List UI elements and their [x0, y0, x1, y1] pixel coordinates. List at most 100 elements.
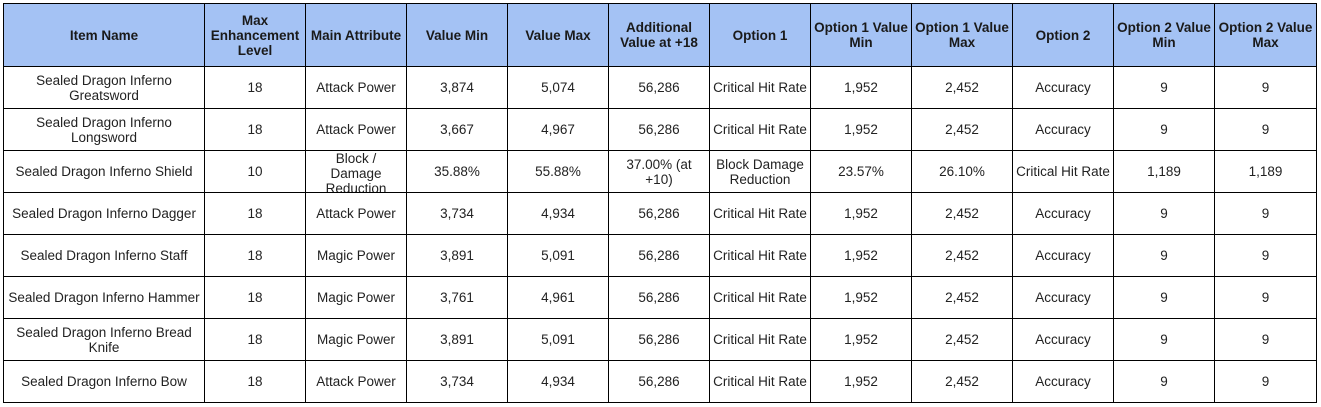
max-enhancement-cell[interactable]: 18 — [204, 66, 306, 109]
option-2-value-min-cell[interactable]: 9 — [1113, 276, 1215, 319]
option-2-value-max-cell[interactable]: 9 — [1214, 360, 1317, 403]
header-option-2-value-max[interactable]: Option 2 Value Max — [1214, 3, 1317, 67]
option-1-value-max-cell[interactable]: 2,452 — [911, 276, 1013, 319]
header-value-min[interactable]: Value Min — [406, 3, 508, 67]
max-enhancement-cell[interactable]: 10 — [204, 150, 306, 193]
item-name-cell[interactable]: Sealed Dragon Inferno Greatsword — [3, 66, 205, 109]
additional-value-cell[interactable]: 37.00% (at +10) — [608, 150, 710, 193]
option-2-value-min-cell[interactable]: 9 — [1113, 360, 1215, 403]
additional-value-cell[interactable]: 56,286 — [608, 108, 710, 151]
header-main-attribute[interactable]: Main Attribute — [305, 3, 407, 67]
value-min-cell[interactable]: 3,891 — [406, 318, 508, 361]
option-1-cell[interactable]: Critical Hit Rate — [709, 192, 811, 235]
item-name-cell[interactable]: Sealed Dragon Inferno Hammer — [3, 276, 205, 319]
max-enhancement-cell[interactable]: 18 — [204, 276, 306, 319]
value-min-cell[interactable]: 35.88% — [406, 150, 508, 193]
option-2-value-min-cell[interactable]: 9 — [1113, 192, 1215, 235]
value-max-cell[interactable]: 4,934 — [507, 192, 609, 235]
option-1-cell[interactable]: Critical Hit Rate — [709, 66, 811, 109]
option-2-value-max-cell[interactable]: 9 — [1214, 192, 1317, 235]
option-1-value-min-cell[interactable]: 1,952 — [810, 360, 912, 403]
additional-value-cell[interactable]: 56,286 — [608, 276, 710, 319]
value-max-cell[interactable]: 55.88% — [507, 150, 609, 193]
value-max-cell[interactable]: 5,074 — [507, 66, 609, 109]
additional-value-cell[interactable]: 56,286 — [608, 234, 710, 277]
value-max-cell[interactable]: 5,091 — [507, 318, 609, 361]
additional-value-cell[interactable]: 56,286 — [608, 360, 710, 403]
main-attribute-cell[interactable]: Attack Power — [305, 192, 407, 235]
option-1-cell[interactable]: Critical Hit Rate — [709, 318, 811, 361]
option-2-value-max-cell[interactable]: 9 — [1214, 108, 1317, 151]
value-min-cell[interactable]: 3,667 — [406, 108, 508, 151]
item-name-cell[interactable]: Sealed Dragon Inferno Shield — [3, 150, 205, 193]
header-item-name[interactable]: Item Name — [3, 3, 205, 67]
max-enhancement-cell[interactable]: 18 — [204, 192, 306, 235]
value-max-cell[interactable]: 4,967 — [507, 108, 609, 151]
option-2-value-min-cell[interactable]: 9 — [1113, 318, 1215, 361]
option-1-value-max-cell[interactable]: 2,452 — [911, 318, 1013, 361]
option-1-value-min-cell[interactable]: 1,952 — [810, 276, 912, 319]
header-max-enhancement-level[interactable]: Max Enhancement Level — [204, 3, 306, 67]
main-attribute-cell[interactable]: Magic Power — [305, 234, 407, 277]
item-name-cell[interactable]: Sealed Dragon Inferno Bow — [3, 360, 205, 403]
header-option-1-value-max[interactable]: Option 1 Value Max — [911, 3, 1013, 67]
additional-value-cell[interactable]: 56,286 — [608, 318, 710, 361]
option-1-value-max-cell[interactable]: 2,452 — [911, 360, 1013, 403]
max-enhancement-cell[interactable]: 18 — [204, 108, 306, 151]
value-min-cell[interactable]: 3,734 — [406, 192, 508, 235]
value-min-cell[interactable]: 3,874 — [406, 66, 508, 109]
option-1-value-max-cell[interactable]: 2,452 — [911, 234, 1013, 277]
option-1-value-max-cell[interactable]: 2,452 — [911, 66, 1013, 109]
option-1-value-max-cell[interactable]: 2,452 — [911, 108, 1013, 151]
main-attribute-cell[interactable]: Attack Power — [305, 66, 407, 109]
value-max-cell[interactable]: 4,961 — [507, 276, 609, 319]
option-2-cell[interactable]: Accuracy — [1012, 66, 1114, 109]
option-2-value-max-cell[interactable]: 1,189 — [1214, 150, 1317, 193]
option-1-cell[interactable]: Critical Hit Rate — [709, 276, 811, 319]
header-option-1-value-min[interactable]: Option 1 Value Min — [810, 3, 912, 67]
option-2-value-max-cell[interactable]: 9 — [1214, 234, 1317, 277]
option-1-value-min-cell[interactable]: 1,952 — [810, 108, 912, 151]
value-min-cell[interactable]: 3,891 — [406, 234, 508, 277]
value-max-cell[interactable]: 5,091 — [507, 234, 609, 277]
option-2-cell[interactable]: Critical Hit Rate — [1012, 150, 1114, 193]
header-additional-value[interactable]: Additional Value at +18 — [608, 3, 710, 67]
main-attribute-cell[interactable]: Attack Power — [305, 108, 407, 151]
main-attribute-cell[interactable]: Magic Power — [305, 318, 407, 361]
option-1-value-min-cell[interactable]: 1,952 — [810, 318, 912, 361]
option-1-cell[interactable]: Critical Hit Rate — [709, 108, 811, 151]
header-option-2[interactable]: Option 2 — [1012, 3, 1114, 67]
additional-value-cell[interactable]: 56,286 — [608, 192, 710, 235]
option-1-cell[interactable]: Critical Hit Rate — [709, 360, 811, 403]
option-2-value-max-cell[interactable]: 9 — [1214, 276, 1317, 319]
item-name-cell[interactable]: Sealed Dragon Inferno Bread Knife — [3, 318, 205, 361]
max-enhancement-cell[interactable]: 18 — [204, 234, 306, 277]
header-value-max[interactable]: Value Max — [507, 3, 609, 67]
option-1-cell[interactable]: Critical Hit Rate — [709, 234, 811, 277]
option-2-value-min-cell[interactable]: 9 — [1113, 108, 1215, 151]
option-1-value-min-cell[interactable]: 1,952 — [810, 192, 912, 235]
option-2-cell[interactable]: Accuracy — [1012, 192, 1114, 235]
option-2-cell[interactable]: Accuracy — [1012, 108, 1114, 151]
option-1-value-min-cell[interactable]: 1,952 — [810, 234, 912, 277]
option-2-cell[interactable]: Accuracy — [1012, 276, 1114, 319]
option-1-value-min-cell[interactable]: 23.57% — [810, 150, 912, 193]
option-1-cell[interactable]: Block Damage Reduction — [709, 150, 811, 193]
item-name-cell[interactable]: Sealed Dragon Inferno Longsword — [3, 108, 205, 151]
max-enhancement-cell[interactable]: 18 — [204, 318, 306, 361]
option-1-value-max-cell[interactable]: 2,452 — [911, 192, 1013, 235]
option-1-value-min-cell[interactable]: 1,952 — [810, 66, 912, 109]
max-enhancement-cell[interactable]: 18 — [204, 360, 306, 403]
header-option-2-value-min[interactable]: Option 2 Value Min — [1113, 3, 1215, 67]
option-2-cell[interactable]: Accuracy — [1012, 234, 1114, 277]
additional-value-cell[interactable]: 56,286 — [608, 66, 710, 109]
value-min-cell[interactable]: 3,761 — [406, 276, 508, 319]
option-2-cell[interactable]: Accuracy — [1012, 318, 1114, 361]
option-2-value-min-cell[interactable]: 9 — [1113, 66, 1215, 109]
item-name-cell[interactable]: Sealed Dragon Inferno Staff — [3, 234, 205, 277]
value-max-cell[interactable]: 4,934 — [507, 360, 609, 403]
option-2-cell[interactable]: Accuracy — [1012, 360, 1114, 403]
main-attribute-cell[interactable]: Attack Power — [305, 360, 407, 403]
option-2-value-max-cell[interactable]: 9 — [1214, 318, 1317, 361]
option-1-value-max-cell[interactable]: 26.10% — [911, 150, 1013, 193]
